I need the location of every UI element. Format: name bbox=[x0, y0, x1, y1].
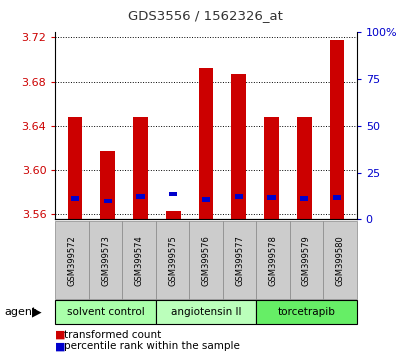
Bar bbox=[234, 194, 242, 199]
Text: solvent control: solvent control bbox=[67, 307, 144, 317]
Text: GSM399577: GSM399577 bbox=[234, 235, 243, 286]
Bar bbox=[296, 117, 311, 219]
Bar bbox=[133, 117, 148, 219]
Bar bbox=[169, 192, 177, 196]
Bar bbox=[71, 196, 79, 201]
Text: GSM399580: GSM399580 bbox=[335, 235, 344, 286]
Text: angiotensin II: angiotensin II bbox=[171, 307, 240, 317]
Bar bbox=[267, 195, 275, 200]
Text: transformed count: transformed count bbox=[63, 330, 160, 339]
Bar bbox=[100, 151, 115, 219]
Bar bbox=[166, 211, 180, 219]
Text: percentile rank within the sample: percentile rank within the sample bbox=[63, 341, 239, 351]
Text: GSM399578: GSM399578 bbox=[268, 235, 277, 286]
Text: ▶: ▶ bbox=[31, 306, 41, 318]
Bar bbox=[202, 198, 209, 202]
Bar bbox=[263, 117, 278, 219]
Text: GSM399574: GSM399574 bbox=[134, 235, 143, 286]
Text: ■: ■ bbox=[55, 330, 66, 339]
Bar bbox=[67, 117, 82, 219]
Text: agent: agent bbox=[4, 307, 36, 317]
Bar bbox=[231, 74, 245, 219]
Bar bbox=[329, 40, 344, 219]
Bar bbox=[136, 194, 144, 199]
Bar bbox=[198, 68, 213, 219]
Bar bbox=[299, 196, 308, 201]
Text: GSM399576: GSM399576 bbox=[201, 235, 210, 286]
Text: ■: ■ bbox=[55, 341, 66, 351]
Bar bbox=[103, 199, 112, 203]
Text: torcetrapib: torcetrapib bbox=[277, 307, 335, 317]
Text: GSM399575: GSM399575 bbox=[168, 235, 177, 286]
Text: GSM399573: GSM399573 bbox=[101, 235, 110, 286]
Text: GSM399572: GSM399572 bbox=[67, 235, 76, 286]
Bar bbox=[332, 195, 340, 200]
Text: GSM399579: GSM399579 bbox=[301, 235, 310, 286]
Text: GDS3556 / 1562326_at: GDS3556 / 1562326_at bbox=[127, 10, 282, 22]
